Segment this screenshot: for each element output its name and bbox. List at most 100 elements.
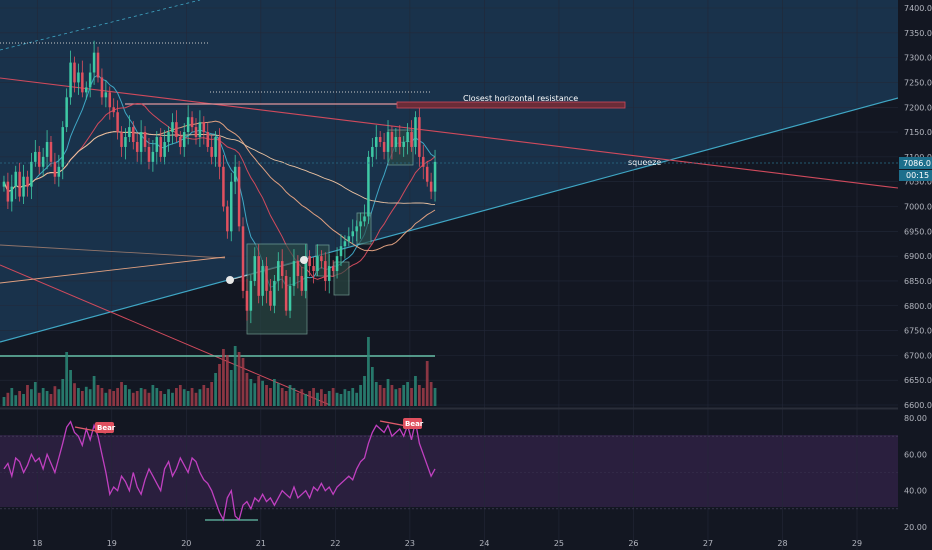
- volume-bar: [249, 379, 253, 406]
- volume-bar: [198, 389, 202, 406]
- volume-bar: [2, 397, 6, 406]
- candle-body: [65, 97, 68, 128]
- pennant-line: [0, 256, 226, 284]
- candle-body: [88, 72, 92, 88]
- upper-dashed-trend: [0, 0, 201, 51]
- rsi-axis[interactable]: 20.00 40.00 60.00 80.00: [904, 414, 927, 532]
- volume-bar: [363, 376, 366, 406]
- candle-body: [104, 92, 108, 98]
- anchor-point-1[interactable]: [226, 276, 234, 284]
- candle-body: [277, 261, 280, 281]
- volume-bar: [296, 392, 300, 406]
- volume-bar: [73, 383, 76, 406]
- candle-body: [371, 146, 374, 157]
- candle-body: [343, 241, 347, 247]
- volume-bar: [116, 388, 119, 406]
- candle-body: [398, 137, 402, 147]
- time-tick-label: 18: [32, 539, 42, 548]
- volume-bar: [265, 385, 268, 406]
- volume-bar: [159, 391, 163, 406]
- time-tick-label: 21: [256, 539, 266, 548]
- volume-bar: [124, 385, 127, 406]
- candle-body: [179, 137, 182, 147]
- volume-bar: [167, 389, 170, 406]
- price-tick-label: 6800.0: [904, 302, 932, 311]
- volume-bar: [331, 388, 335, 406]
- candle-body: [155, 137, 159, 152]
- candle-body: [14, 171, 17, 187]
- rsi-band: [0, 435, 898, 507]
- candle-body: [359, 221, 362, 227]
- candle-body: [163, 141, 166, 157]
- rsi-line: [3, 420, 436, 522]
- price-tick-label: 6900.0: [904, 252, 932, 261]
- candle-body: [41, 156, 45, 167]
- time-tick-label: 25: [554, 539, 564, 548]
- volume-bar: [374, 382, 378, 406]
- time-tick-label: 26: [628, 539, 638, 548]
- volume-bar: [96, 385, 100, 406]
- candle-body: [135, 141, 139, 152]
- candle-body: [284, 275, 288, 311]
- candle-body: [108, 92, 112, 108]
- candle-body: [300, 275, 304, 291]
- candle-body: [194, 127, 198, 138]
- price-tick-label: 6950.0: [904, 227, 932, 236]
- volume-bar: [414, 376, 417, 406]
- candle-body: [69, 62, 72, 98]
- candle-body: [10, 186, 14, 202]
- volume-bar: [351, 388, 355, 406]
- price-tick-label: 7350.0: [904, 29, 932, 38]
- candle-body: [214, 137, 217, 157]
- candle-body: [210, 146, 213, 157]
- consolidation-box: [246, 243, 308, 335]
- candle-body: [339, 246, 343, 257]
- time-axis[interactable]: 18 19 20 21 22 23 24 25 26 27 28 29: [32, 539, 862, 548]
- price-axis[interactable]: 6600.0 6650.0 6700.0 6750.0 6800.0 6850.0 6900…: [904, 4, 932, 410]
- volume-bar: [84, 386, 88, 406]
- volume-bar: [402, 385, 406, 406]
- volume-bar: [147, 392, 151, 406]
- volume-bar: [269, 388, 272, 406]
- volume-bar: [80, 391, 84, 406]
- time-tick-label: 22: [330, 539, 340, 548]
- candle-body: [198, 122, 202, 138]
- candle-body: [425, 166, 429, 182]
- candle-body: [406, 132, 409, 142]
- time-tick-label: 19: [107, 539, 117, 548]
- volume-bar: [237, 352, 241, 406]
- time-tick-label: 23: [405, 539, 415, 548]
- rsi-tick-label: 80.00: [904, 414, 927, 423]
- volume-bar: [406, 382, 409, 406]
- volume-bar: [120, 382, 123, 406]
- volume-bar: [300, 389, 304, 406]
- candle-body: [159, 137, 162, 157]
- candle-body: [73, 62, 76, 83]
- volume-bar: [370, 367, 374, 406]
- volume-bar: [343, 389, 347, 406]
- candle-body: [167, 132, 170, 142]
- volume-bar: [190, 388, 194, 406]
- volume-bar: [26, 385, 29, 406]
- price-tick-label: 6850.0: [904, 277, 932, 286]
- volume-bar: [367, 337, 370, 406]
- volume-bar: [163, 394, 167, 406]
- volume-bar: [327, 391, 331, 406]
- volume-bar: [272, 379, 276, 406]
- volume-bar: [222, 349, 225, 406]
- volume-bar: [382, 388, 386, 406]
- resistance-label: Closest horizontal resistance: [463, 94, 578, 103]
- volume-bar: [14, 395, 18, 406]
- volume-bar: [261, 380, 264, 406]
- candle-countdown: 00:15: [906, 171, 929, 180]
- candle-body: [382, 141, 386, 152]
- candle-body: [116, 112, 119, 133]
- volume-bar: [175, 388, 178, 406]
- candle-body: [269, 290, 272, 306]
- anchor-point-2[interactable]: [300, 256, 308, 264]
- candle-body: [327, 266, 331, 281]
- volume-bar: [292, 388, 296, 406]
- candle-body: [26, 176, 29, 187]
- volume-bar: [69, 370, 72, 406]
